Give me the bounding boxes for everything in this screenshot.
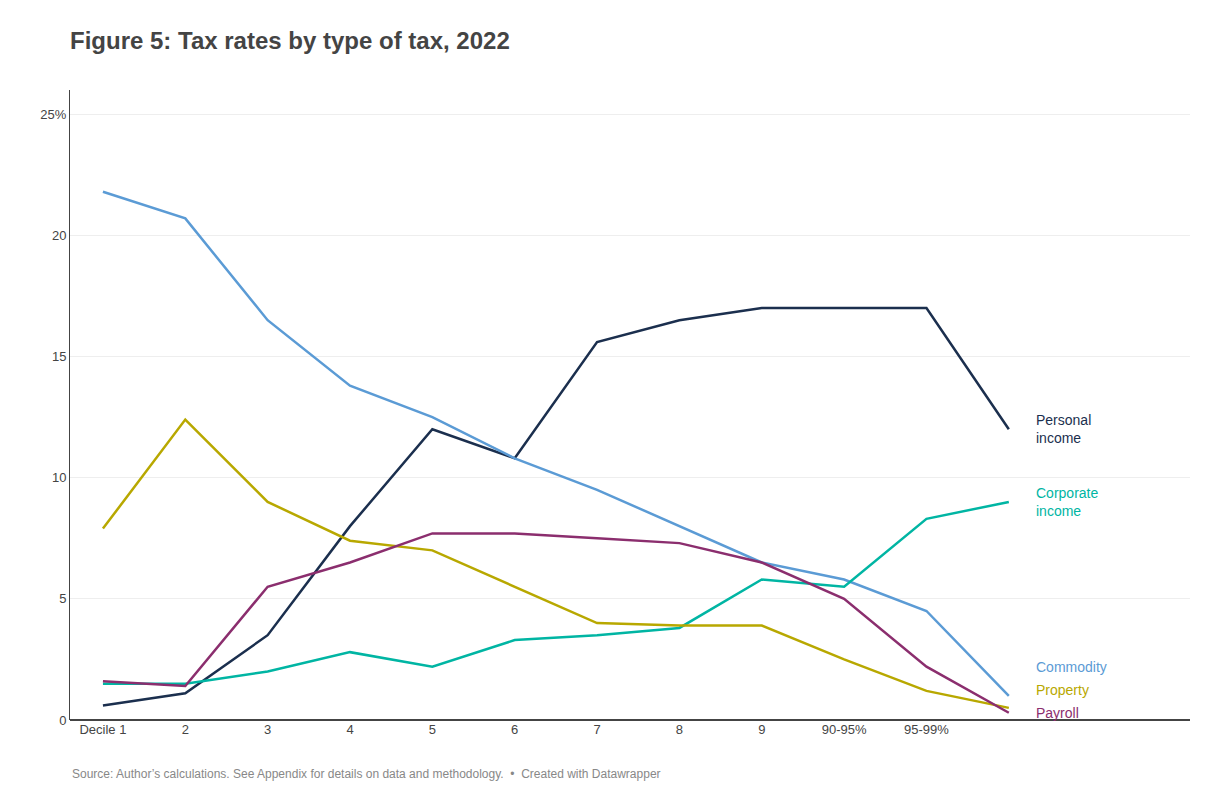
svg-text:Source: Author’s calculations.: Source: Author’s calculations. See Appen…	[72, 767, 661, 781]
svg-text:0: 0	[59, 713, 66, 728]
svg-text:25%: 25%	[40, 107, 66, 122]
svg-text:5: 5	[59, 591, 66, 606]
svg-text:90-95%: 90-95%	[822, 722, 867, 737]
svg-text:Corporateincome: Corporateincome	[1036, 485, 1098, 519]
svg-text:9: 9	[758, 722, 765, 737]
svg-text:3: 3	[264, 722, 271, 737]
svg-text:Decile 1: Decile 1	[79, 722, 126, 737]
svg-text:6: 6	[511, 722, 518, 737]
svg-text:95-99%: 95-99%	[904, 722, 949, 737]
svg-text:15: 15	[52, 349, 66, 364]
svg-text:Personalincome: Personalincome	[1036, 412, 1091, 446]
svg-text:20: 20	[52, 228, 66, 243]
svg-text:7: 7	[593, 722, 600, 737]
svg-text:Property: Property	[1036, 682, 1089, 698]
svg-text:4: 4	[346, 722, 353, 737]
svg-text:Payroll: Payroll	[1036, 705, 1079, 721]
svg-text:10: 10	[52, 470, 66, 485]
svg-text:5: 5	[429, 722, 436, 737]
svg-text:8: 8	[676, 722, 683, 737]
svg-text:Figure 5: Tax rates by type of: Figure 5: Tax rates by type of tax, 2022	[70, 27, 510, 54]
svg-text:Commodity: Commodity	[1036, 659, 1107, 675]
svg-text:2: 2	[182, 722, 189, 737]
